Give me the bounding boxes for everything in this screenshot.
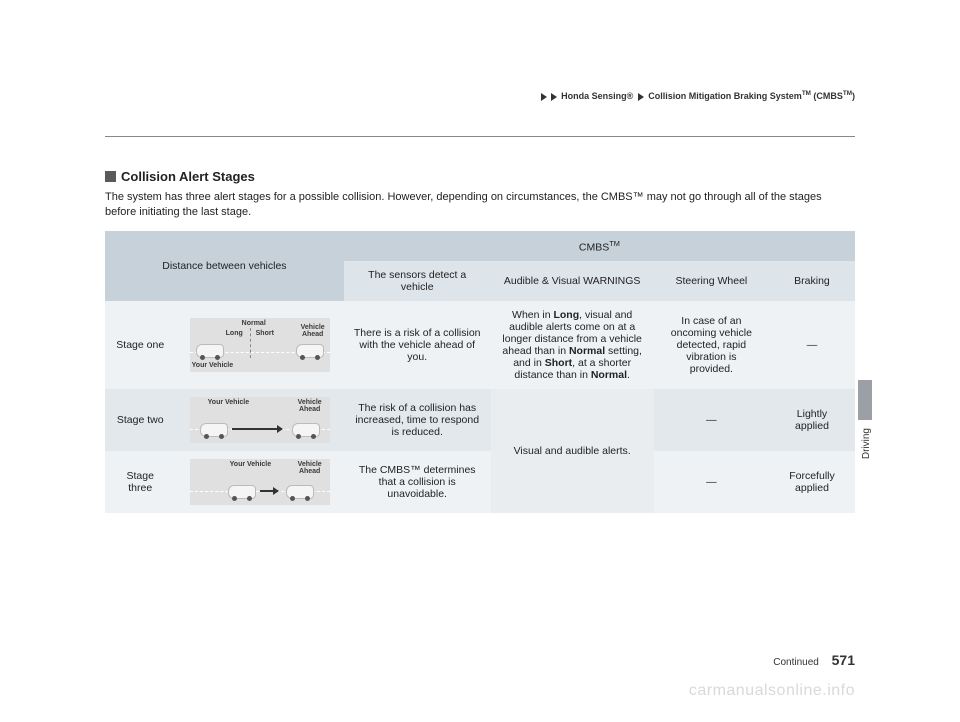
- sensors-text: The risk of a collision has increased, t…: [344, 389, 491, 451]
- car-icon: [286, 485, 314, 499]
- breadcrumb-arrow-icon: [541, 93, 547, 101]
- col-warnings: Audible & Visual WARNINGS: [491, 261, 654, 301]
- col-braking: Braking: [769, 261, 855, 301]
- section-title: Collision Alert Stages: [121, 169, 255, 184]
- arrow-icon: [232, 428, 282, 430]
- car-icon: [292, 423, 320, 437]
- steering-text: In case of an oncoming vehicle detected,…: [654, 301, 769, 389]
- breadcrumb-arrow-icon: [551, 93, 557, 101]
- steering-text: —: [654, 451, 769, 513]
- stage-diagram-cell: Your Vehicle Vehicle Ahead: [175, 389, 343, 451]
- stage2-diagram: Your Vehicle Vehicle Ahead: [190, 397, 330, 443]
- car-icon: [200, 423, 228, 437]
- stage1-diagram: Normal Long Short Vehicle Ahead Your Veh…: [190, 318, 330, 372]
- header-rule: [105, 136, 855, 137]
- stage-label: Stage three: [105, 451, 175, 513]
- stage-diagram-cell: Your Vehicle Vehicle Ahead: [175, 451, 343, 513]
- breadcrumb-seg1: Honda Sensing®: [561, 91, 633, 101]
- col-steering: Steering Wheel: [654, 261, 769, 301]
- braking-text: Forcefully applied: [769, 451, 855, 513]
- stage-label: Stage two: [105, 389, 175, 451]
- table-row: Stage two Your Vehicle Vehicle Ahead The…: [105, 389, 855, 451]
- breadcrumb-arrow-icon: [638, 93, 644, 101]
- table-row: Stage one Normal Long Short Vehicle Ahea…: [105, 301, 855, 389]
- section-heading: Collision Alert Stages: [105, 169, 855, 184]
- stage-diagram-cell: Normal Long Short Vehicle Ahead Your Veh…: [175, 301, 343, 389]
- steering-text: —: [654, 389, 769, 451]
- continued-label: Continued: [773, 657, 819, 668]
- car-icon: [228, 485, 256, 499]
- breadcrumb-seg2: Collision Mitigation Braking SystemTM (C…: [648, 91, 855, 101]
- breadcrumb: Honda Sensing® Collision Mitigation Brak…: [105, 90, 855, 101]
- col-distance: Distance between vehicles: [105, 231, 344, 302]
- sensors-text: The CMBS™ determines that a collision is…: [344, 451, 491, 513]
- page-footer: Continued 571: [773, 652, 855, 668]
- sensors-text: There is a risk of a collision with the …: [344, 301, 491, 389]
- stage-label: Stage one: [105, 301, 175, 389]
- braking-text: —: [769, 301, 855, 389]
- section-square-icon: [105, 171, 116, 182]
- col-cmbs: CMBSTM: [344, 231, 855, 262]
- arrow-icon: [260, 490, 278, 492]
- warnings-text: Visual and audible alerts.: [491, 389, 654, 513]
- page-number: 571: [832, 652, 855, 668]
- stage3-diagram: Your Vehicle Vehicle Ahead: [190, 459, 330, 505]
- col-sensors: The sensors detect a vehicle: [344, 261, 491, 301]
- stages-table: Distance between vehicles CMBSTM The sen…: [105, 231, 855, 514]
- side-tab: [858, 380, 872, 420]
- warnings-text: When in Long, visual and audible alerts …: [491, 301, 654, 389]
- side-section-label: Driving: [861, 428, 872, 459]
- car-icon: [196, 344, 224, 358]
- car-icon: [296, 344, 324, 358]
- intro-paragraph: The system has three alert stages for a …: [105, 190, 855, 221]
- table-row: Stage three Your Vehicle Vehicle Ahead T…: [105, 451, 855, 513]
- braking-text: Lightly applied: [769, 389, 855, 451]
- watermark: carmanualsonline.info: [689, 682, 855, 700]
